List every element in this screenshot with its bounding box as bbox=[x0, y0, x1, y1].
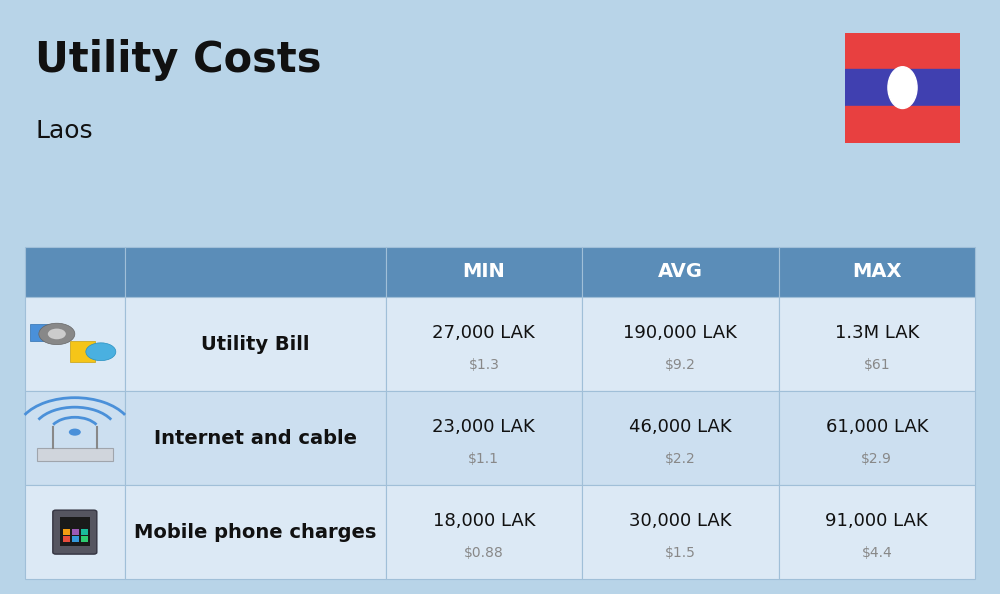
Bar bbox=[845, 106, 960, 143]
Bar bbox=[25, 485, 125, 579]
Bar bbox=[845, 69, 960, 106]
Bar bbox=[72, 536, 79, 542]
Circle shape bbox=[86, 343, 116, 361]
Text: $1.3: $1.3 bbox=[468, 358, 499, 372]
Bar bbox=[582, 247, 779, 297]
Text: $4.4: $4.4 bbox=[861, 546, 892, 560]
Bar bbox=[60, 517, 90, 546]
Text: Laos: Laos bbox=[35, 119, 93, 143]
Bar bbox=[386, 247, 582, 297]
Bar bbox=[70, 341, 95, 362]
Bar bbox=[779, 297, 975, 391]
Bar bbox=[37, 448, 113, 461]
Bar bbox=[779, 247, 975, 297]
Bar bbox=[125, 391, 386, 485]
Bar bbox=[25, 247, 125, 297]
Text: Mobile phone charges: Mobile phone charges bbox=[134, 523, 376, 542]
Text: 46,000 LAK: 46,000 LAK bbox=[629, 418, 732, 436]
Bar bbox=[81, 536, 88, 542]
Text: 91,000 LAK: 91,000 LAK bbox=[825, 512, 928, 530]
Bar bbox=[63, 529, 70, 535]
Bar bbox=[386, 391, 582, 485]
Text: AVG: AVG bbox=[658, 263, 703, 281]
Text: 61,000 LAK: 61,000 LAK bbox=[826, 418, 928, 436]
Bar bbox=[845, 33, 960, 69]
Text: 23,000 LAK: 23,000 LAK bbox=[432, 418, 535, 436]
Circle shape bbox=[48, 328, 66, 339]
Text: $61: $61 bbox=[863, 358, 890, 372]
Bar bbox=[125, 485, 386, 579]
Bar bbox=[779, 391, 975, 485]
Circle shape bbox=[69, 429, 81, 436]
Bar bbox=[582, 485, 779, 579]
Bar bbox=[25, 391, 125, 485]
Text: Internet and cable: Internet and cable bbox=[154, 429, 357, 447]
Text: Utility Bill: Utility Bill bbox=[201, 334, 309, 353]
Circle shape bbox=[39, 323, 75, 345]
Bar bbox=[25, 297, 125, 391]
Bar bbox=[72, 529, 79, 535]
Text: 190,000 LAK: 190,000 LAK bbox=[623, 324, 737, 342]
Circle shape bbox=[888, 67, 917, 109]
Text: $2.9: $2.9 bbox=[861, 452, 892, 466]
Text: $9.2: $9.2 bbox=[665, 358, 696, 372]
Text: 30,000 LAK: 30,000 LAK bbox=[629, 512, 732, 530]
Text: $1.1: $1.1 bbox=[468, 452, 499, 466]
FancyBboxPatch shape bbox=[53, 510, 97, 554]
Text: MAX: MAX bbox=[852, 263, 902, 281]
Bar bbox=[125, 297, 386, 391]
Bar bbox=[63, 536, 70, 542]
Bar bbox=[582, 391, 779, 485]
Bar bbox=[582, 297, 779, 391]
Bar bbox=[779, 485, 975, 579]
Bar bbox=[386, 485, 582, 579]
Text: Utility Costs: Utility Costs bbox=[35, 39, 322, 81]
Text: $0.88: $0.88 bbox=[464, 546, 504, 560]
Bar bbox=[386, 297, 582, 391]
Text: 1.3M LAK: 1.3M LAK bbox=[835, 324, 919, 342]
Bar bbox=[30, 324, 52, 341]
Bar bbox=[125, 247, 386, 297]
Text: $1.5: $1.5 bbox=[665, 546, 696, 560]
Text: MIN: MIN bbox=[462, 263, 505, 281]
Bar bbox=[81, 529, 88, 535]
Text: $2.2: $2.2 bbox=[665, 452, 696, 466]
Text: 27,000 LAK: 27,000 LAK bbox=[432, 324, 535, 342]
Text: 18,000 LAK: 18,000 LAK bbox=[433, 512, 535, 530]
